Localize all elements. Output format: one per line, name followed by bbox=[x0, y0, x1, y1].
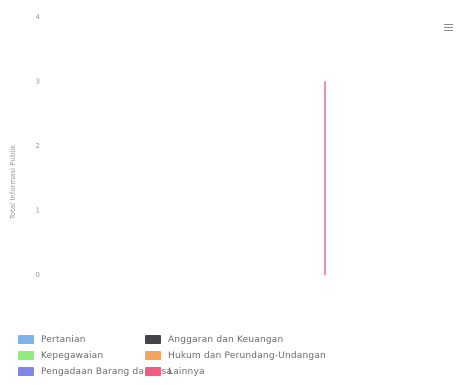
legend-swatch bbox=[145, 367, 161, 376]
y-tick-label: 2 bbox=[36, 142, 40, 150]
bar[interactable] bbox=[324, 81, 326, 276]
legend-swatch bbox=[18, 351, 34, 360]
hamburger-menu-icon[interactable] bbox=[444, 24, 453, 33]
legend-item-pengadaan-barang-dan-jasa[interactable]: Pengadaan Barang dan Jasa bbox=[18, 365, 172, 378]
legend-label: Anggaran dan Keuangan bbox=[168, 334, 284, 345]
legend-swatch bbox=[145, 351, 161, 360]
legend-item-kepegawaian[interactable]: Kepegawaian bbox=[18, 349, 103, 362]
legend-label: Pertanian bbox=[41, 334, 86, 345]
legend-swatch bbox=[145, 335, 161, 344]
legend-label: Hukum dan Perundang-Undangan bbox=[168, 350, 326, 361]
y-tick-label: 4 bbox=[36, 13, 41, 21]
y-tick-label: 3 bbox=[36, 78, 40, 86]
y-tick-label: 0 bbox=[36, 271, 40, 279]
y-axis-title: Total Informasi Publik bbox=[9, 144, 17, 220]
legend-label: Pengadaan Barang dan Jasa bbox=[41, 366, 173, 377]
legend-label: Lainnya bbox=[168, 366, 205, 377]
legend-item-lainnya[interactable]: Lainnya bbox=[145, 365, 205, 378]
legend-swatch bbox=[18, 335, 34, 344]
legend: Pertanian Anggaran dan Keuangan Kepegawa… bbox=[18, 333, 458, 385]
chart: Total Informasi Publik 0 1 2 3 4 bbox=[9, 13, 326, 279]
y-tick-label: 1 bbox=[36, 207, 40, 215]
legend-label: Kepegawaian bbox=[41, 350, 104, 361]
legend-item-hukum-dan-perundang-undangan[interactable]: Hukum dan Perundang-Undangan bbox=[145, 349, 326, 362]
legend-item-pertanian[interactable]: Pertanian bbox=[18, 333, 86, 346]
legend-swatch bbox=[18, 367, 34, 376]
legend-item-anggaran-dan-keuangan[interactable]: Anggaran dan Keuangan bbox=[145, 333, 283, 346]
